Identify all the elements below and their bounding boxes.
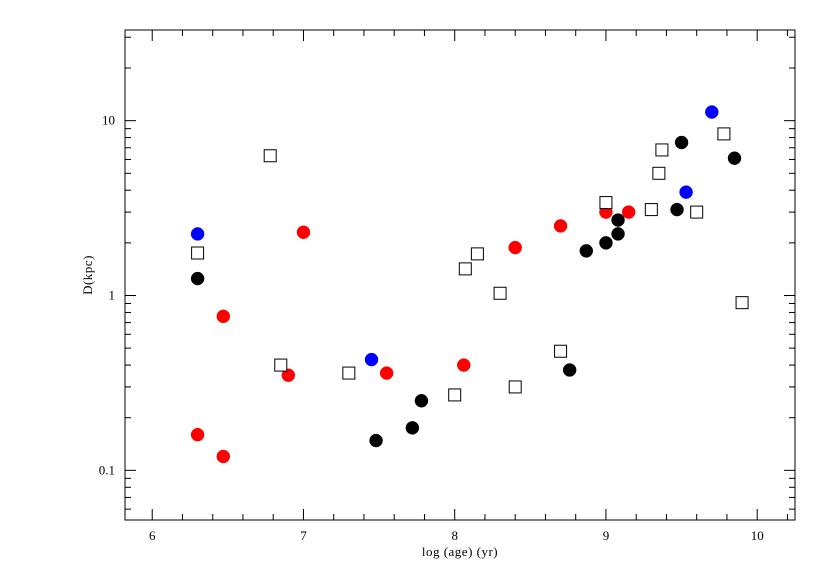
filled-circle-point <box>611 213 625 227</box>
x-axis-label: log (age) (yr) <box>422 544 498 559</box>
open-square-point <box>493 286 507 300</box>
open-square-point <box>655 143 669 157</box>
open-square-point <box>470 247 484 261</box>
filled-circle-point <box>727 151 742 165</box>
filled-circle-point <box>674 135 689 150</box>
open-square-point <box>644 203 658 217</box>
filled-circle-point <box>379 366 394 380</box>
open-square-point <box>342 366 356 380</box>
filled-circle-point <box>190 227 205 241</box>
filled-circle-point <box>553 219 568 233</box>
filled-circle-point <box>562 363 577 377</box>
filled-circle-point <box>599 236 613 250</box>
x-tick-label: 6 <box>149 528 156 543</box>
open-square-point <box>717 127 731 141</box>
filled-circle-point <box>216 309 231 324</box>
filled-circle-point <box>190 271 205 286</box>
x-tick-label: 7 <box>300 528 307 543</box>
open-square-point <box>652 166 666 180</box>
filled-circle-point <box>414 394 429 408</box>
plot-frame <box>124 29 796 521</box>
filled-circle-point <box>190 427 205 442</box>
y-tick-label: 1 <box>109 288 116 303</box>
filled-circle-point <box>296 225 311 240</box>
filled-circle-point <box>508 240 522 255</box>
y-axis-label: D(kpc) <box>80 255 95 295</box>
open-square-point <box>735 296 749 310</box>
filled-circle-point <box>705 105 719 119</box>
open-square-point <box>690 205 704 219</box>
filled-circle-point <box>457 358 471 372</box>
x-tick-label: 10 <box>751 528 764 543</box>
axis-ticks <box>125 30 795 520</box>
y-tick-label: 0.1 <box>99 462 115 477</box>
open-square-point <box>554 344 568 358</box>
open-square-point <box>458 262 472 276</box>
open-square-point <box>274 358 288 372</box>
filled-circle-point <box>621 205 636 219</box>
x-tick-label: 8 <box>451 528 458 543</box>
filled-circle-point <box>579 244 594 258</box>
x-tick-label: 9 <box>603 528 610 543</box>
filled-circle-point <box>679 185 693 199</box>
filled-circle-point <box>670 202 684 217</box>
open-square-point <box>263 149 277 163</box>
filled-circle-point <box>405 421 420 435</box>
filled-circle-point <box>281 368 296 382</box>
y-tick-label: 10 <box>102 113 115 128</box>
data-points <box>190 105 749 464</box>
open-square-point <box>599 196 613 210</box>
filled-circle-point <box>216 449 231 464</box>
filled-circle-point <box>611 227 625 241</box>
axis-tick-labels: 6 7 8 9 10 0.1 1 10 <box>99 113 764 543</box>
open-square-point <box>448 388 462 402</box>
filled-circle-point <box>369 433 383 448</box>
filled-circle-point <box>364 352 379 367</box>
open-square-point <box>191 246 205 260</box>
open-square-point <box>508 380 522 394</box>
